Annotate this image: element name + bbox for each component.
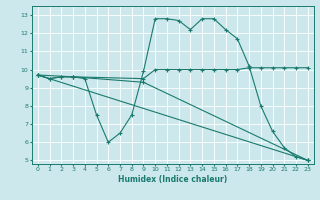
- X-axis label: Humidex (Indice chaleur): Humidex (Indice chaleur): [118, 175, 228, 184]
